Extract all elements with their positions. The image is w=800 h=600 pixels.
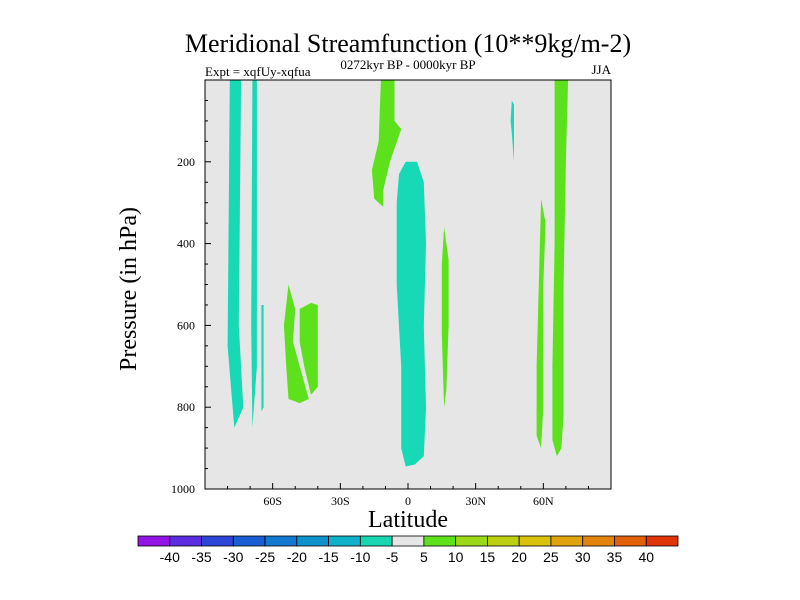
season-label: JJA: [591, 62, 611, 77]
colorbar-swatch: [455, 535, 488, 547]
colorbar-swatch: [582, 535, 615, 547]
colorbar-swatch: [487, 535, 520, 547]
y-axis-ticks: 200 400 600 800 1000: [171, 99, 211, 496]
period-label: 0272kyr BP - 0000kyr BP: [340, 57, 475, 72]
colorbar-label: 40: [638, 549, 654, 565]
colorbar: -40 -35 -30 -25 -20 -15 -10 -5 5 10 15 20 25 30 35 40: [137, 535, 679, 565]
colorbar-swatch: [391, 535, 425, 547]
x-tick-label: 60S: [263, 494, 282, 508]
contour-region-3: [261, 305, 264, 412]
y-tick-label: 800: [177, 400, 195, 414]
contour-region-6: [371, 80, 402, 207]
x-tick-label: 0: [405, 494, 411, 508]
title-group: Meridional Streamfunction (10**9kg/m-2) …: [185, 29, 631, 79]
colorbar-label: -10: [350, 549, 370, 565]
contour-region-5: [510, 100, 514, 162]
x-axis-label: Latitude: [368, 507, 448, 533]
y-axis-label: Pressure (in hPa): [116, 207, 142, 371]
colorbar-label: 20: [511, 549, 527, 565]
colorbar-swatch: [518, 535, 552, 547]
contour-region-9: [441, 227, 449, 408]
y-tick-label: 600: [177, 318, 195, 332]
colorbar-label: -40: [160, 549, 180, 565]
colorbar-swatch: [423, 535, 457, 547]
colorbar-swatch: [264, 535, 298, 547]
colorbar-label: 10: [448, 549, 464, 565]
colorbar-label: -15: [318, 549, 338, 565]
y-tick-label: 400: [177, 237, 195, 251]
colorbar-swatch: [296, 535, 329, 547]
colorbar-label: 15: [480, 549, 496, 565]
y-tick-label: 1000: [171, 482, 195, 496]
colorbar-label: -30: [223, 549, 243, 565]
y-tick-label: 200: [177, 155, 195, 169]
x-tick-label: 30S: [331, 494, 350, 508]
contour-region-4: [396, 161, 426, 467]
colorbar-swatch: [645, 535, 679, 547]
colorbar-swatch: [550, 535, 584, 547]
contour-regions: [227, 80, 569, 467]
experiment-label: Expt = xqfUy-xqfua: [205, 64, 311, 79]
colorbar-label: -20: [287, 549, 307, 565]
colorbar-label: 30: [575, 549, 591, 565]
x-axis-ticks: 60S 30S 0 30N 60N: [227, 483, 589, 508]
contour-region-7: [283, 284, 309, 404]
colorbar-swatch: [328, 535, 361, 547]
colorbar-label: 5: [420, 549, 428, 565]
x-tick-label: 30N: [465, 494, 486, 508]
colorbar-label: 35: [607, 549, 623, 565]
colorbar-swatch: [169, 535, 202, 547]
colorbar-swatch: [201, 535, 234, 547]
colorbar-swatch: [359, 535, 393, 547]
chart-title: Meridional Streamfunction (10**9kg/m-2): [185, 29, 631, 58]
colorbar-label: 25: [543, 549, 559, 565]
colorbar-label: -35: [191, 549, 211, 565]
colorbar-swatch: [232, 535, 266, 547]
colorbar-swatch: [137, 535, 171, 547]
colorbar-label: -25: [255, 549, 275, 565]
contour-region-2: [251, 80, 257, 428]
contour-region-1: [227, 80, 244, 428]
contour-region-11: [552, 80, 569, 457]
plot-area: 60S 30S 0 30N 60N 200 400 600 800 1000: [171, 79, 612, 508]
colorbar-swatch: [614, 535, 647, 547]
contour-region-10: [536, 198, 546, 449]
contour-region-8: [299, 302, 318, 395]
x-tick-label: 60N: [533, 494, 554, 508]
colorbar-label: -5: [386, 549, 399, 565]
